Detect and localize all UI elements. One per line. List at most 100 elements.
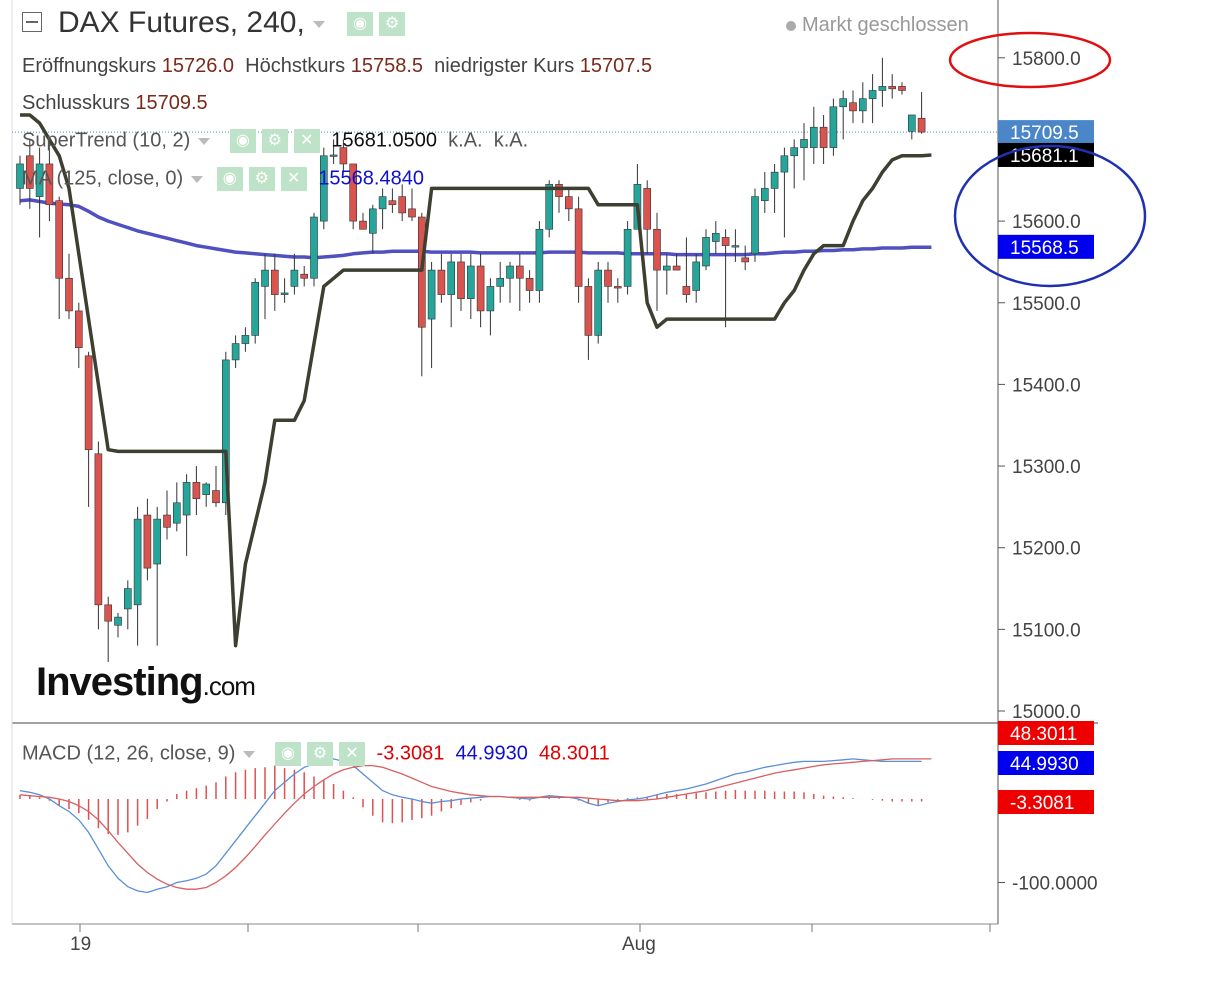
candle-body — [447, 261, 456, 295]
candle-body — [839, 98, 848, 108]
candle-body — [496, 277, 505, 287]
candle-body — [917, 117, 926, 133]
macd-line-badge-text: 44.9930 — [1010, 754, 1079, 775]
candle-body — [466, 265, 475, 299]
candle-body — [653, 228, 661, 271]
candle-body — [65, 277, 73, 312]
candle-body — [662, 265, 671, 271]
macd-label: MACD (12, 26, close, 9) — [22, 742, 236, 765]
low-value: 15707.5 — [579, 55, 653, 77]
x-label-aug: Aug — [622, 934, 656, 955]
candle-body — [241, 335, 250, 344]
open-value: 15726.0 — [161, 55, 235, 77]
candle-body — [261, 269, 269, 287]
candle-body — [319, 155, 328, 222]
candle-body — [741, 257, 750, 263]
candle-body — [907, 114, 916, 132]
candle-body — [251, 282, 259, 336]
candle-body — [898, 86, 906, 91]
candle-body — [486, 286, 495, 312]
candle-body — [143, 514, 152, 569]
candle-body — [849, 102, 857, 112]
close-icon[interactable]: ✕ — [293, 129, 320, 153]
candle-body — [339, 147, 348, 165]
candle-body — [515, 265, 524, 279]
eye-icon[interactable]: ◉ — [229, 129, 256, 153]
supertrend-line — [20, 113, 932, 648]
close-label: Schlusskurs — [22, 92, 130, 114]
candle-body — [182, 482, 191, 516]
candle-body — [437, 269, 446, 295]
close-badge-text: 15709.5 — [1010, 123, 1079, 144]
candle-body — [868, 90, 877, 99]
candle-body — [104, 604, 112, 622]
eye-icon[interactable]: ◉ — [347, 12, 374, 37]
gear-icon[interactable]: ⚙ — [248, 167, 275, 191]
macd-hist-value: -3.3081 — [376, 742, 445, 765]
macd-tick-label: -100.0000 — [1012, 874, 1098, 895]
logo-suffix: .com — [202, 671, 256, 701]
ma-line — [19, 198, 932, 260]
candle-body — [173, 502, 181, 524]
candle-body — [555, 184, 563, 197]
chevron-down-icon[interactable] — [191, 175, 204, 183]
candle-body — [711, 233, 720, 242]
gear-icon[interactable]: ⚙ — [379, 12, 406, 37]
ma-badge-text: 15568.5 — [1010, 238, 1079, 259]
candle-body — [819, 126, 828, 148]
ohlc-line-2: Schlusskurs 15709.5 — [22, 92, 208, 115]
ma-value: 15568.4840 — [318, 167, 424, 190]
candle-body — [770, 171, 779, 189]
candle-body — [760, 188, 769, 201]
close-badge-bg — [998, 120, 1094, 145]
candle-body — [525, 277, 534, 291]
candle-body — [417, 216, 426, 328]
price-tick-label: 15000.0 — [1012, 702, 1081, 723]
candle-body — [506, 265, 514, 279]
candle-body — [300, 273, 309, 279]
candle-body — [75, 310, 83, 348]
investing-logo: Investing.com — [36, 660, 256, 705]
candle-body — [780, 155, 789, 173]
close-icon[interactable]: ✕ — [338, 742, 365, 766]
price-tick-label: 15300.0 — [1012, 457, 1081, 478]
candle-body — [368, 208, 377, 234]
candle-body — [349, 163, 358, 222]
price-tick-label: 15600.0 — [1012, 212, 1081, 233]
chevron-down-icon[interactable] — [243, 750, 256, 758]
candle-body — [427, 269, 436, 320]
status-dot-icon — [786, 20, 796, 31]
collapse-icon[interactable] — [22, 12, 42, 32]
high-label: Höchstkurs — [245, 55, 346, 77]
candle-body — [545, 184, 554, 230]
macd-hist-badge-bg — [998, 790, 1094, 814]
price-tick-label: 15500.0 — [1012, 294, 1081, 315]
candle-body — [378, 196, 387, 210]
candle-body — [359, 220, 367, 230]
candle-body — [584, 286, 593, 336]
blue-annotation-ellipse — [953, 144, 1147, 288]
candle-body — [212, 490, 220, 504]
candle-body — [45, 163, 54, 206]
macd-hist-badge-text: -3.3081 — [1010, 793, 1074, 814]
macd-signal-value: 48.3011 — [538, 742, 610, 765]
macd-line-value: 44.9930 — [455, 742, 528, 765]
candle-body — [829, 106, 838, 148]
candle-body — [594, 269, 603, 336]
close-icon[interactable]: ✕ — [280, 167, 307, 191]
candle-body — [858, 98, 867, 112]
candle-body — [702, 237, 710, 267]
candle-body — [153, 518, 161, 565]
eye-icon[interactable]: ◉ — [216, 167, 243, 191]
gear-icon[interactable]: ⚙ — [306, 742, 333, 766]
candle-body — [163, 514, 171, 528]
logo-main: Investing — [36, 660, 204, 704]
chevron-down-icon[interactable] — [312, 20, 325, 28]
eye-icon[interactable]: ◉ — [274, 742, 301, 766]
supertrend-extra-1: k.A. — [448, 129, 483, 152]
candle-body — [878, 86, 887, 91]
gear-icon[interactable]: ⚙ — [261, 129, 288, 153]
chevron-down-icon[interactable] — [198, 137, 211, 145]
macd-signal-badge-text: 48.3011 — [1010, 724, 1077, 745]
candle-body — [231, 343, 240, 361]
